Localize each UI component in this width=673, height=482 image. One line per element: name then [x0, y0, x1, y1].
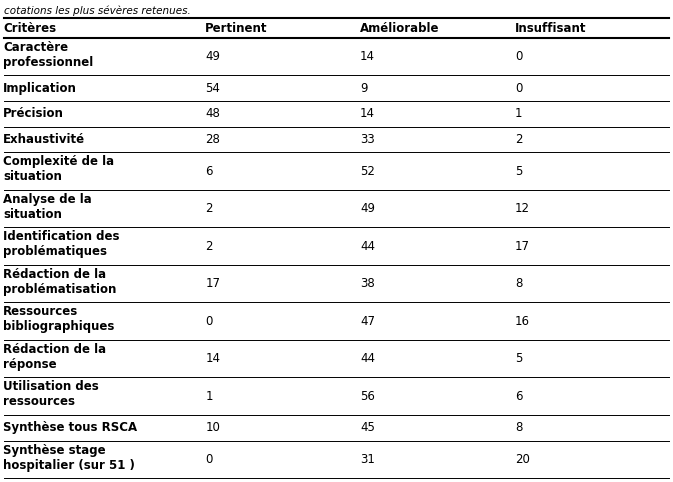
- Text: Analyse de la
situation: Analyse de la situation: [3, 193, 92, 221]
- Text: Ressources
bibliographiques: Ressources bibliographiques: [3, 306, 114, 334]
- Text: 16: 16: [515, 315, 530, 328]
- Text: 33: 33: [360, 133, 375, 146]
- Text: 2: 2: [205, 202, 213, 215]
- Text: 5: 5: [515, 165, 522, 178]
- Text: cotations les plus sévères retenues.: cotations les plus sévères retenues.: [4, 6, 190, 16]
- Text: 8: 8: [515, 421, 522, 434]
- Text: 17: 17: [515, 240, 530, 253]
- Text: 44: 44: [360, 240, 375, 253]
- Text: 45: 45: [360, 421, 375, 434]
- Text: 17: 17: [205, 277, 220, 290]
- Text: Utilisation des
ressources: Utilisation des ressources: [3, 380, 99, 408]
- Text: 8: 8: [515, 277, 522, 290]
- Text: 47: 47: [360, 315, 375, 328]
- Text: 6: 6: [205, 165, 213, 178]
- Text: Rédaction de la
réponse: Rédaction de la réponse: [3, 343, 106, 371]
- Text: 0: 0: [515, 50, 522, 63]
- Text: Insuffisant: Insuffisant: [515, 22, 586, 35]
- Text: 28: 28: [205, 133, 220, 146]
- Text: 52: 52: [360, 165, 375, 178]
- Text: Exhaustivité: Exhaustivité: [3, 133, 85, 146]
- Text: 14: 14: [205, 352, 220, 365]
- Text: 14: 14: [360, 107, 375, 120]
- Text: 9: 9: [360, 82, 367, 95]
- Text: 0: 0: [205, 315, 213, 328]
- Text: Synthèse tous RSCA: Synthèse tous RSCA: [3, 421, 137, 434]
- Text: Améliorable: Améliorable: [360, 22, 439, 35]
- Text: 49: 49: [205, 50, 220, 63]
- Text: Rédaction de la
problématisation: Rédaction de la problématisation: [3, 268, 116, 296]
- Text: 12: 12: [515, 202, 530, 215]
- Text: Précision: Précision: [3, 107, 64, 120]
- Text: Identification des
problématiques: Identification des problématiques: [3, 230, 120, 258]
- Text: 2: 2: [515, 133, 522, 146]
- Text: 5: 5: [515, 352, 522, 365]
- Text: 54: 54: [205, 82, 220, 95]
- Text: 0: 0: [515, 82, 522, 95]
- Text: 48: 48: [205, 107, 220, 120]
- Text: 20: 20: [515, 453, 530, 466]
- Text: 0: 0: [205, 453, 213, 466]
- Text: Complexité de la
situation: Complexité de la situation: [3, 155, 114, 184]
- Text: 38: 38: [360, 277, 375, 290]
- Text: Critères: Critères: [3, 22, 57, 35]
- Text: 14: 14: [360, 50, 375, 63]
- Text: 6: 6: [515, 389, 522, 402]
- Text: 49: 49: [360, 202, 375, 215]
- Text: Pertinent: Pertinent: [205, 22, 268, 35]
- Text: 1: 1: [515, 107, 522, 120]
- Text: 56: 56: [360, 389, 375, 402]
- Text: 31: 31: [360, 453, 375, 466]
- Text: Caractère
professionnel: Caractère professionnel: [3, 41, 94, 69]
- Text: Implication: Implication: [3, 82, 77, 95]
- Text: 1: 1: [205, 389, 213, 402]
- Text: 44: 44: [360, 352, 375, 365]
- Text: 2: 2: [205, 240, 213, 253]
- Text: 10: 10: [205, 421, 220, 434]
- Text: Synthèse stage
hospitalier (sur 51 ): Synthèse stage hospitalier (sur 51 ): [3, 443, 135, 471]
